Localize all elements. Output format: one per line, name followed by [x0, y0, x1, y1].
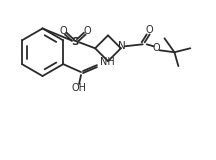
Text: N: N	[118, 41, 126, 51]
Text: NH: NH	[100, 57, 115, 67]
Text: OH: OH	[71, 83, 87, 93]
Text: O: O	[83, 26, 91, 36]
Text: O: O	[153, 43, 160, 53]
Text: O: O	[60, 26, 67, 36]
Text: O: O	[146, 25, 153, 35]
Text: S: S	[71, 37, 79, 47]
